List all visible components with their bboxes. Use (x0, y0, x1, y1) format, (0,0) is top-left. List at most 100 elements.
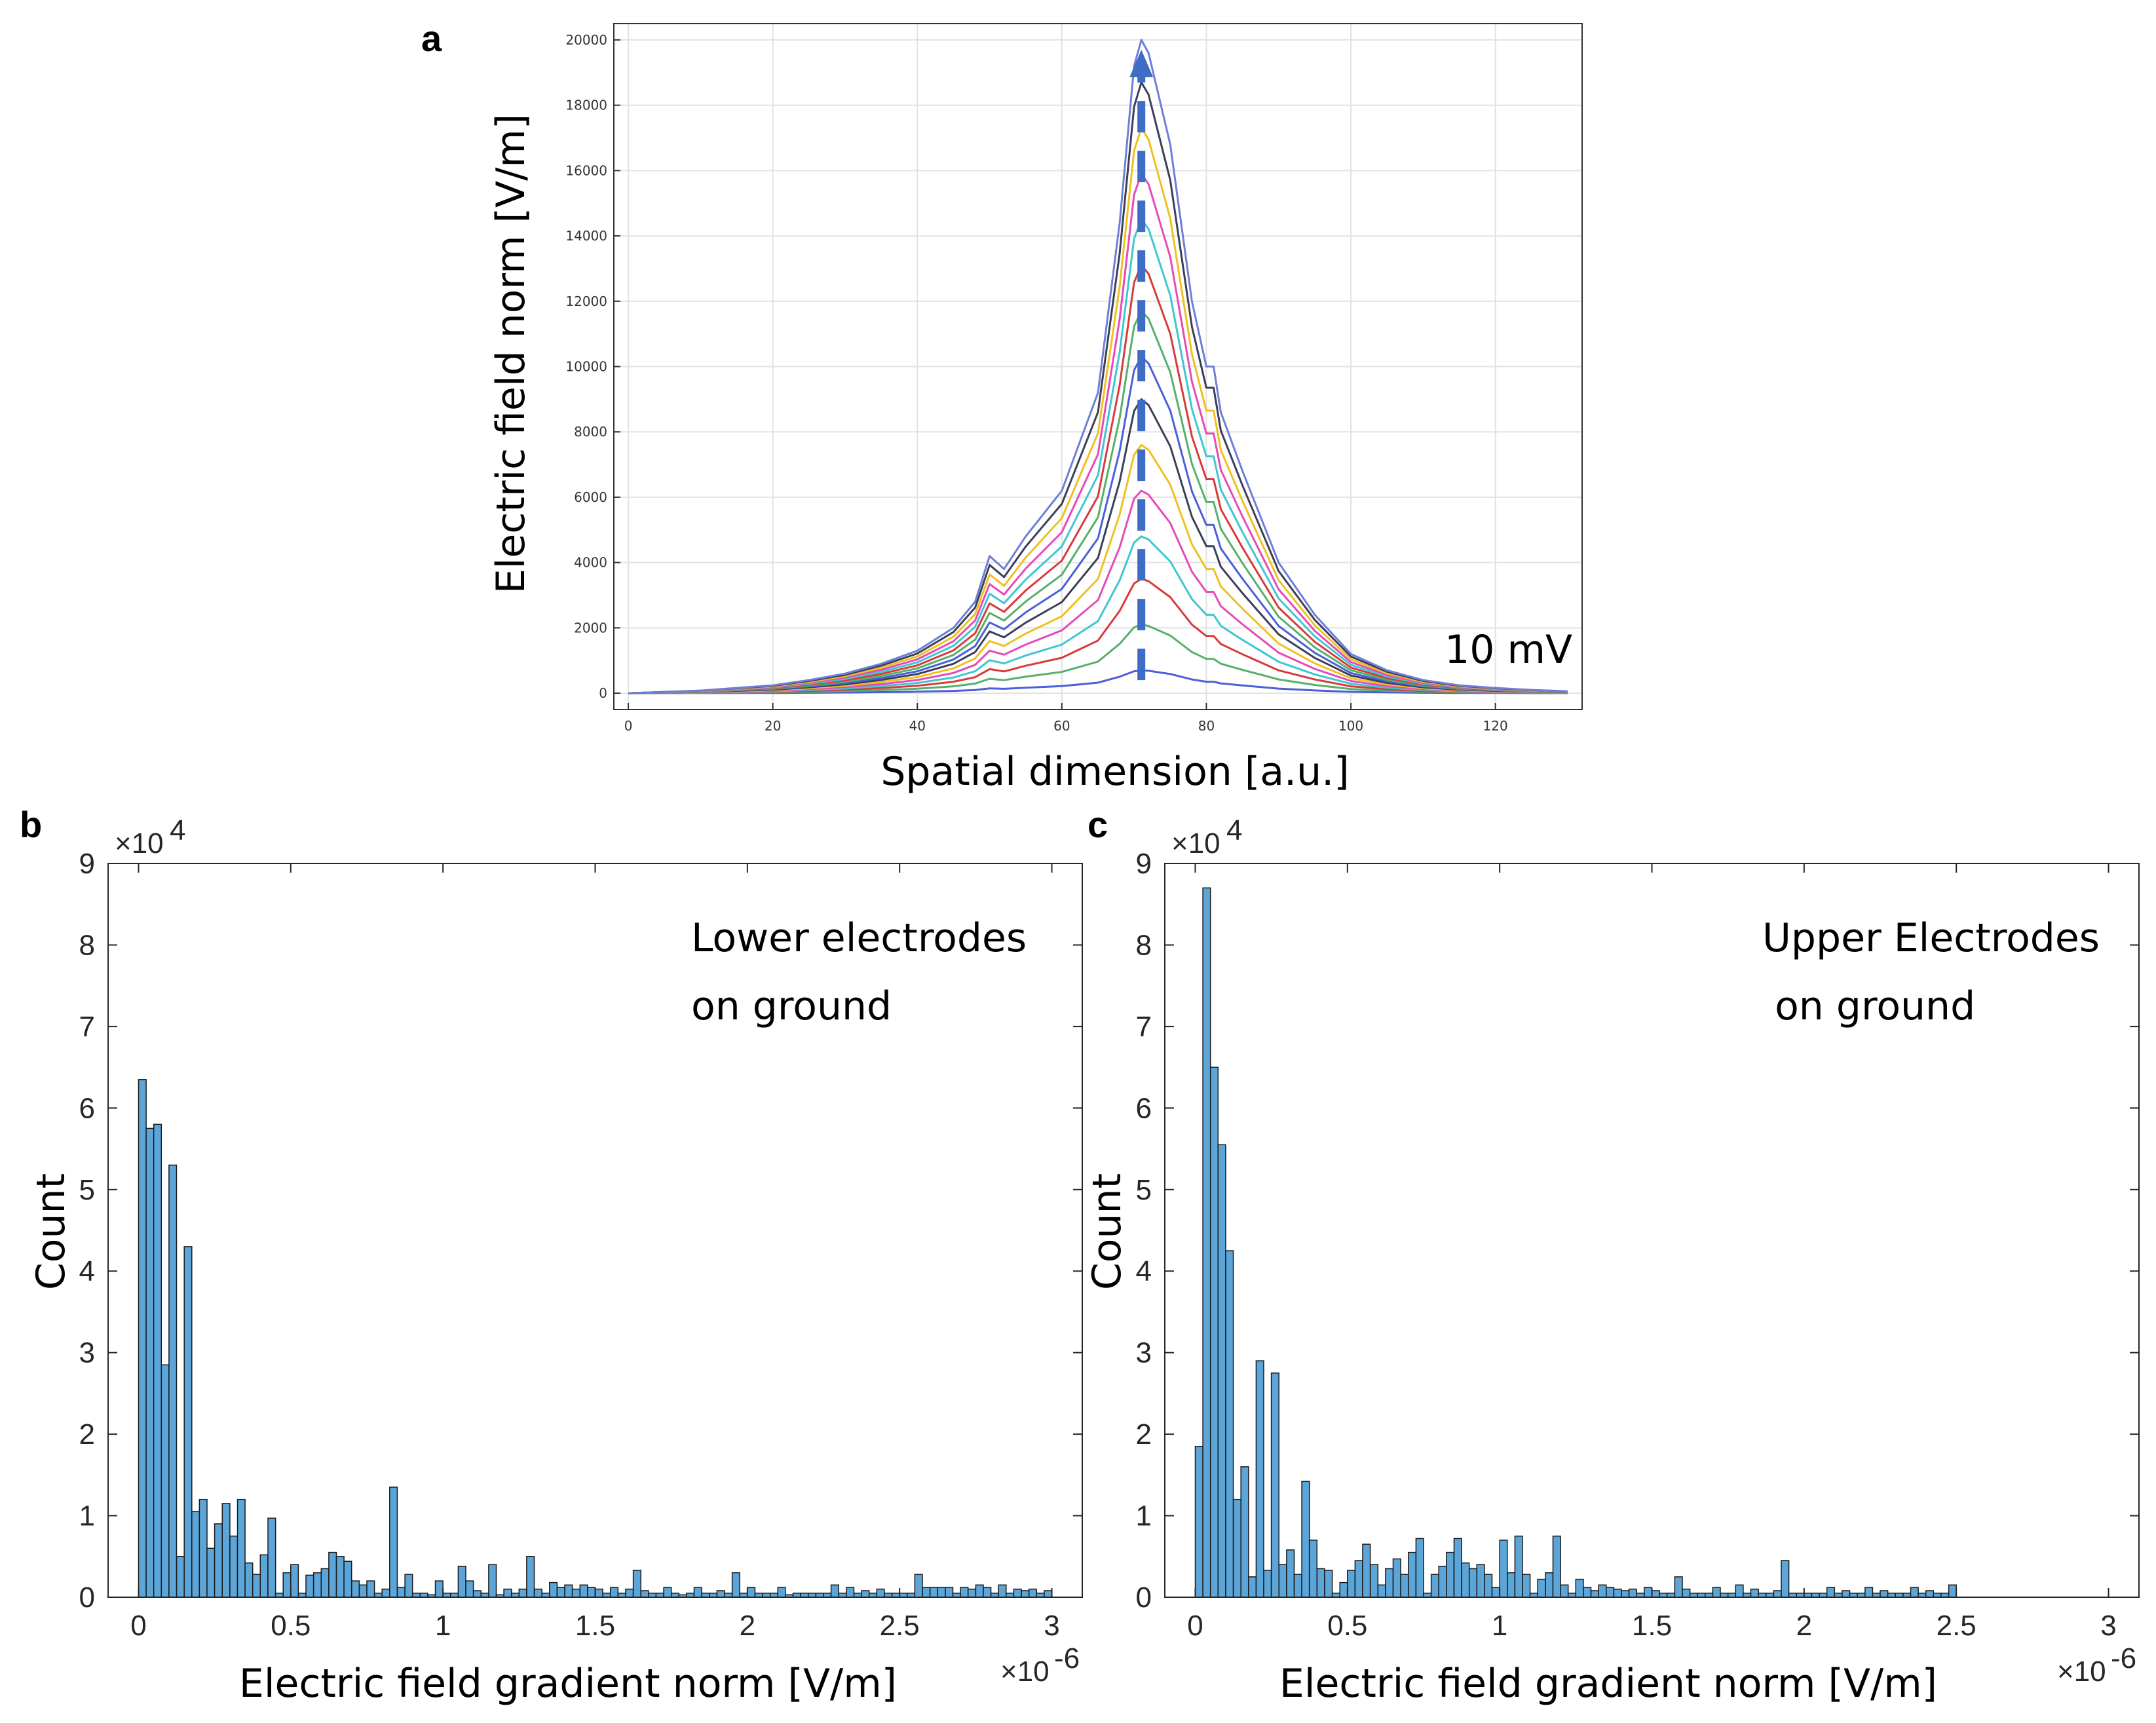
c-y-tick-label: 3 (1136, 1337, 1152, 1369)
panel-b-x-ticks: 0 0.5 1 1.5 2 2.5 3 (130, 863, 1060, 1642)
histogram-bar (1864, 1587, 1874, 1598)
histogram-bar (1044, 1590, 1053, 1598)
histogram-bar (1301, 1481, 1310, 1598)
histogram-bar (1712, 1587, 1721, 1598)
panel-c-y-ticks: 0 1 2 3 4 5 6 7 8 9 (1136, 848, 2139, 1614)
histogram-bar (1644, 1587, 1653, 1598)
histogram-bar (1408, 1551, 1417, 1598)
histogram-bar (1598, 1584, 1607, 1598)
c-y-tick-label: 5 (1136, 1174, 1152, 1206)
panel-a-x-tick-label: 60 (1053, 718, 1070, 734)
histogram-bar (1430, 1574, 1439, 1598)
histogram-bar (1286, 1549, 1295, 1598)
histogram-bar (747, 1587, 756, 1598)
histogram-bar (998, 1584, 1007, 1598)
histogram-bar (640, 1590, 649, 1598)
histogram-bar (556, 1587, 565, 1598)
b-y-tick-label: 5 (79, 1174, 95, 1206)
histogram-bar (693, 1587, 702, 1598)
histogram-bar (1651, 1590, 1660, 1598)
histogram-bar (1369, 1564, 1379, 1598)
histogram-bar (1347, 1570, 1356, 1598)
histogram-bar (381, 1588, 390, 1598)
histogram-bar (1910, 1587, 1919, 1598)
histogram-bar (1735, 1584, 1744, 1598)
histogram-bar (252, 1574, 261, 1598)
histogram-bar (945, 1587, 954, 1598)
panel-a-x-tick-label: 20 (765, 718, 781, 734)
panel-b-annotation-line-2: on ground (691, 983, 892, 1029)
panel-letter-c: c (1087, 804, 1108, 845)
c-x-multiplier-exponent: -6 (2111, 1642, 2136, 1675)
panel-c-x-multiplier: ×10 -6 (2057, 1642, 2136, 1688)
histogram-bar (434, 1580, 444, 1598)
histogram-bar (1278, 1564, 1287, 1598)
panel-c-annotation-line-1: Upper Electrodes (1762, 915, 2100, 961)
histogram-bar (358, 1584, 368, 1598)
histogram-bar (282, 1572, 292, 1598)
histogram-bar (1240, 1466, 1249, 1598)
histogram-bar (161, 1364, 170, 1598)
b-y-tick-label: 0 (79, 1581, 95, 1614)
histogram-bar (1377, 1584, 1386, 1598)
c-x-tick-label: 2 (1796, 1610, 1812, 1642)
histogram-bar (929, 1587, 939, 1598)
histogram-bar (1552, 1535, 1561, 1598)
histogram-bar (1415, 1538, 1424, 1598)
histogram-bar (1339, 1581, 1348, 1598)
histogram-bar (1468, 1568, 1478, 1598)
panel-a-y-tick-label: 4000 (574, 555, 607, 571)
panel-a-arrow-head (1129, 49, 1154, 77)
histogram-bar (138, 1079, 147, 1598)
histogram-bar (967, 1588, 977, 1598)
histogram-bar (876, 1588, 885, 1598)
c-y-tick-label: 7 (1136, 1011, 1152, 1043)
histogram-bar (1621, 1590, 1630, 1598)
b-x-tick-label: 0.5 (271, 1610, 311, 1642)
panel-a-x-tick-label: 100 (1338, 718, 1363, 734)
histogram-bar (221, 1503, 231, 1598)
histogram-bar (1476, 1564, 1485, 1598)
panel-a-y-tick-label: 20000 (565, 32, 607, 48)
histogram-bar (1613, 1588, 1622, 1598)
c-x-tick-label: 0.5 (1327, 1610, 1367, 1642)
histogram-bar (1461, 1562, 1470, 1598)
histogram-bar (153, 1124, 162, 1598)
histogram-bar (176, 1556, 185, 1598)
histogram-bar (183, 1246, 193, 1598)
c-x-tick-label: 3 (2100, 1610, 2116, 1642)
histogram-bar (632, 1570, 641, 1598)
histogram-bar (731, 1572, 740, 1598)
b-x-multiplier-text: ×10 (1000, 1656, 1050, 1688)
histogram-bar (518, 1588, 527, 1598)
histogram-bar (1293, 1574, 1302, 1598)
panel-a-series-line (628, 398, 1568, 694)
panel-a-x-ticks: 0 20 40 60 80 100 120 (624, 703, 1508, 734)
panel-a-series-line (628, 489, 1568, 694)
b-x-tick-label: 3 (1044, 1610, 1059, 1642)
histogram-bar (846, 1587, 855, 1598)
panel-a-y-axis-label: Electric field norm [V/m] (488, 114, 534, 594)
histogram-bar (1560, 1584, 1569, 1598)
c-x-tick-label: 2.5 (1937, 1610, 1976, 1642)
b-y-tick-label: 1 (79, 1500, 95, 1532)
histogram-bar (320, 1568, 330, 1598)
c-y-tick-label: 8 (1136, 929, 1152, 961)
histogram-bar (244, 1562, 254, 1598)
histogram-bar (1545, 1572, 1554, 1598)
histogram-bar (1773, 1590, 1782, 1598)
c-x-tick-label: 1.5 (1632, 1610, 1672, 1642)
histogram-bar (1453, 1538, 1462, 1598)
histogram-bar (594, 1588, 603, 1598)
histogram-bar (1324, 1570, 1333, 1598)
histogram-bar (914, 1574, 923, 1598)
histogram-bar (312, 1572, 322, 1598)
c-y-tick-label: 1 (1136, 1500, 1152, 1532)
histogram-bar (1248, 1576, 1257, 1598)
histogram-bar (236, 1498, 246, 1598)
c-y-tick-label: 6 (1136, 1092, 1152, 1124)
histogram-bar (1316, 1568, 1325, 1598)
histogram-bar (1194, 1446, 1203, 1598)
panel-a-y-tick-label: 2000 (574, 620, 607, 635)
histogram-bar (587, 1587, 596, 1598)
